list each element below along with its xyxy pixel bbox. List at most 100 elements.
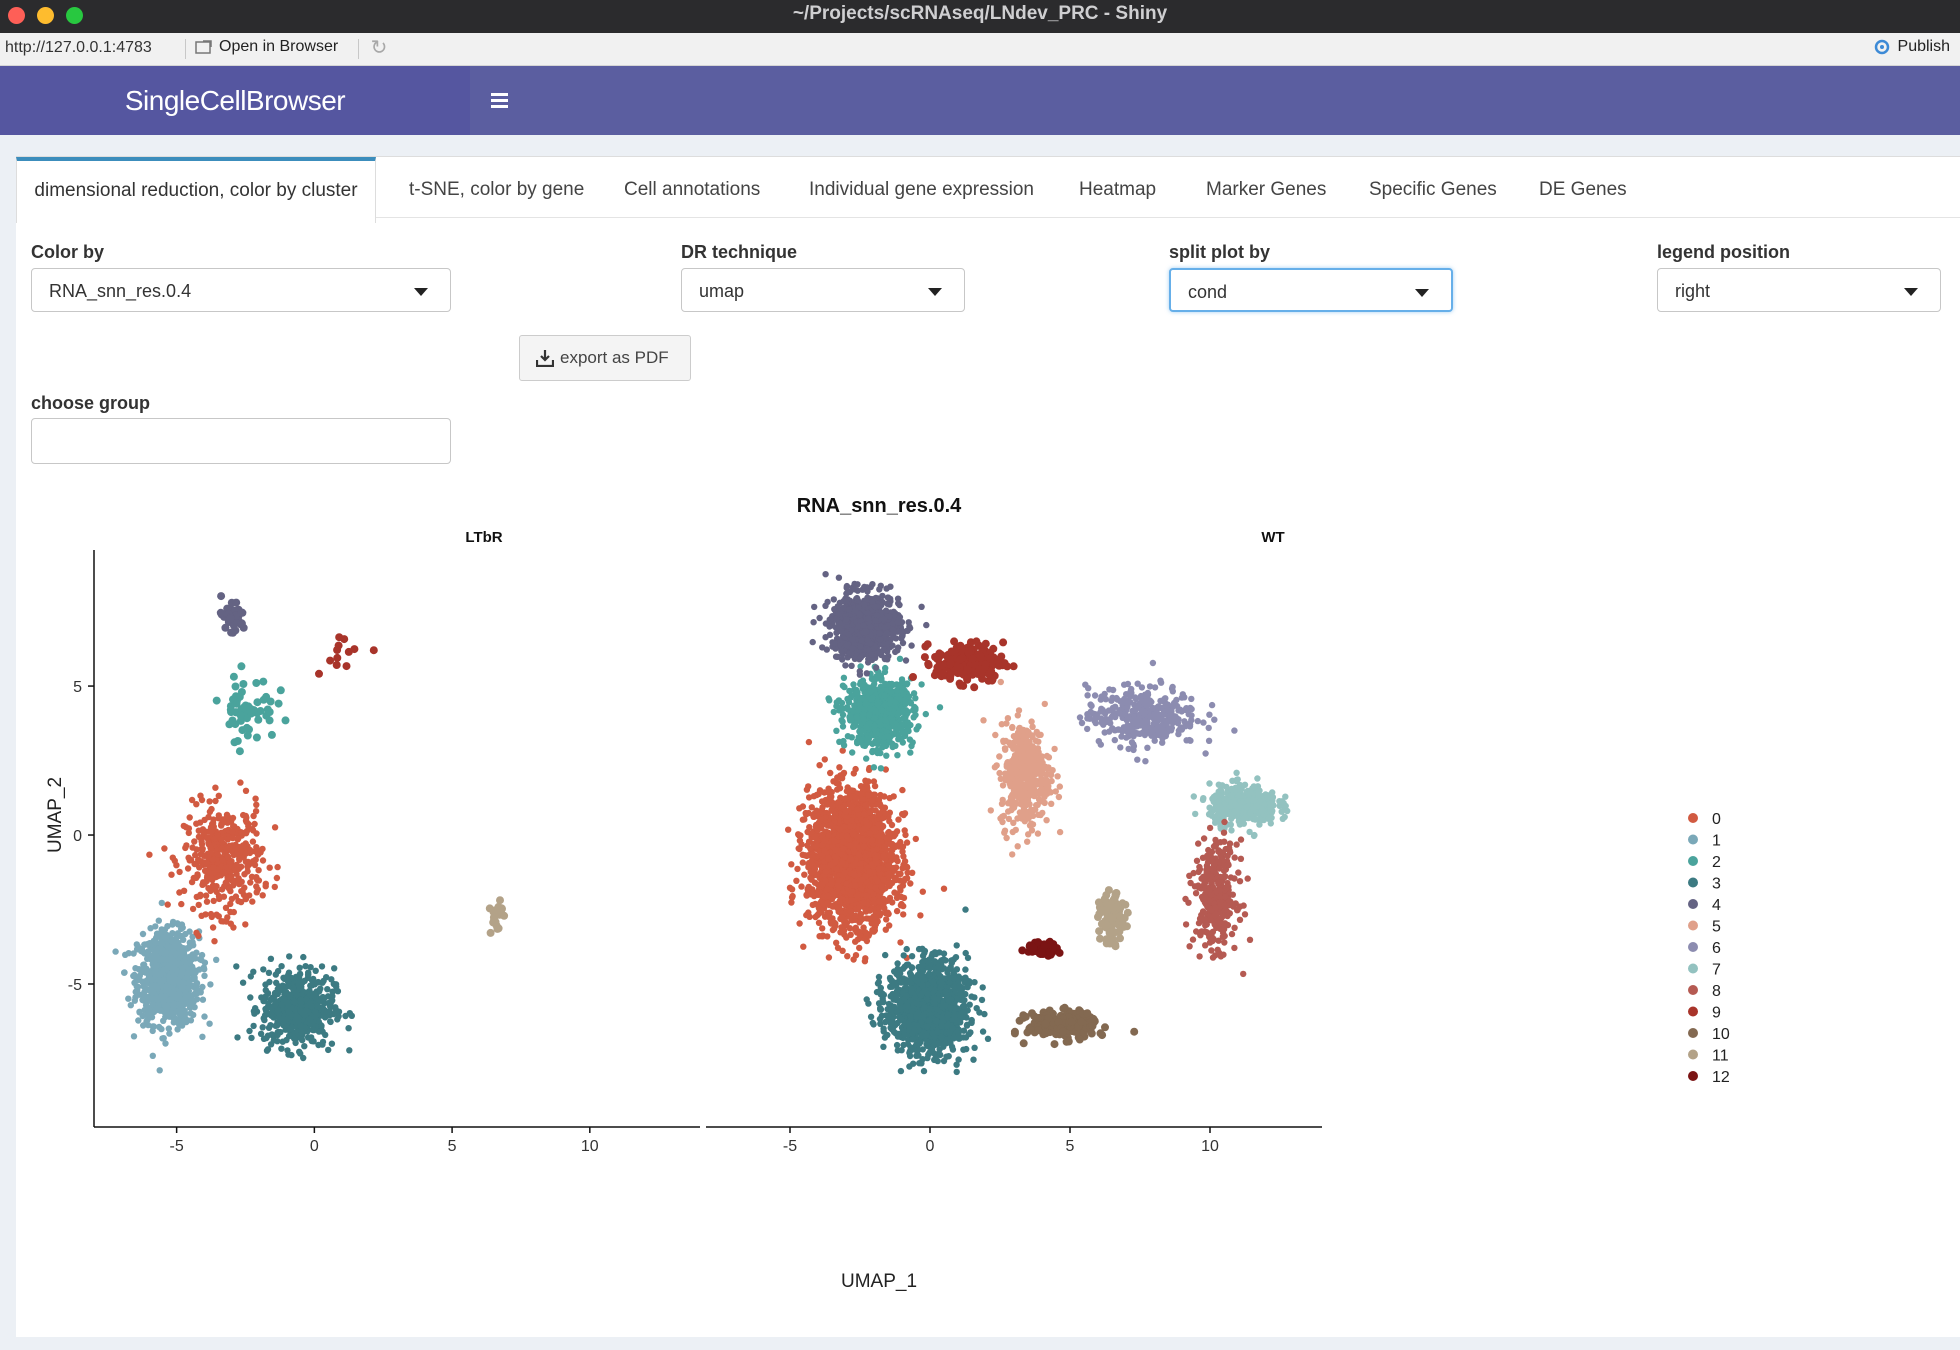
color-by-select[interactable]: RNA_snn_res.0.4 [31,268,451,312]
scatter-point [886,872,894,880]
scatter-point [867,809,874,816]
scatter-point [207,844,214,851]
refresh-icon[interactable]: ↻ [370,37,388,59]
scatter-point [830,708,837,716]
cluster-11-points [485,896,509,937]
tab-de-genes[interactable]: DE Genes [1539,179,1627,200]
scatter-point [178,900,185,908]
tab-tsne-gene[interactable]: t-SNE, color by gene [409,179,585,200]
scatter-point [224,853,232,861]
scatter-point [242,830,250,837]
scatter-point [254,715,263,724]
export-pdf-button[interactable]: export as PDF [519,335,691,381]
tab-cell-annotations[interactable]: Cell annotations [624,179,761,200]
minimize-icon[interactable] [37,7,54,24]
sidebar-toggle[interactable] [490,86,510,114]
scatter-point [152,923,159,930]
scatter-point [273,874,281,882]
app-brand[interactable]: SingleCellBrowser [0,66,470,135]
scatter-point [883,752,890,759]
panel-strip-wt: WT [1261,529,1284,546]
scatter-point [314,979,321,986]
scatter-point [345,1025,352,1032]
scatter-point [254,851,262,858]
scatter-point [318,1022,325,1029]
scatter-point [814,827,821,834]
scatter-point [817,816,824,823]
scatter-point [874,801,881,808]
url-text[interactable]: http://127.0.0.1:4783 [5,39,152,56]
scatter-point [135,1017,142,1024]
scatter-point [170,1019,177,1026]
scatter-point [247,879,254,886]
zoom-icon[interactable] [66,7,83,24]
scatter-point [274,699,283,708]
scatter-point [285,1051,292,1058]
scatter-point [853,714,860,721]
scatter-point [227,628,236,637]
open-in-browser-button[interactable]: Open in Browser [195,38,338,56]
scatter-point [893,894,901,901]
scatter-point [212,784,219,791]
scatter-point [896,655,904,662]
scatter-point [880,852,887,860]
scatter-point [156,1067,163,1074]
scatter-point [141,988,148,996]
scatter-point [861,825,868,832]
scatter-point [296,971,304,978]
scatter-point [788,894,796,901]
scatter-point [320,999,328,1006]
close-icon[interactable] [8,7,25,24]
scatter-point [268,1031,276,1038]
scatter-point [865,735,873,742]
scatter-point [233,963,240,970]
scatter-point [909,869,916,876]
scatter-point [901,827,908,834]
scatter-point [328,976,335,983]
scatter-point [242,787,250,794]
scatter-point [215,792,222,799]
scatter-point [885,862,892,869]
scatter-point [902,729,910,736]
scatter-point [811,833,819,841]
scatter-point [880,876,887,883]
scatter-point [918,681,925,688]
scatter-point [206,869,214,876]
scatter-point [852,882,859,890]
scatter-point [881,793,888,800]
scatter-point [859,876,866,883]
tab-specific-genes[interactable]: Specific Genes [1369,179,1497,200]
scatter-point [824,892,831,900]
scatter-point [329,993,336,1000]
publish-button[interactable]: Publish [1872,38,1950,56]
scatter-point [300,1054,307,1062]
legend-position-select[interactable]: right [1657,268,1941,312]
scatter-point [267,730,276,739]
split-plot-by-select[interactable]: cond [1169,268,1453,312]
scatter-point [214,851,221,858]
scatter-point [297,1008,305,1015]
scatter-point [265,1003,272,1010]
scatter-point [923,621,930,629]
choose-group-input[interactable] [31,418,451,464]
dr-technique-select[interactable]: umap [681,268,965,312]
publish-icon [1874,39,1889,55]
viewer-toolbar: http://127.0.0.1:4783 Open in Browser ↻ … [0,33,1960,66]
tab-dimensional-reduction[interactable]: dimensional reduction, color by cluster [16,157,376,223]
scatter-point [196,966,203,973]
tab-marker-genes[interactable]: Marker Genes [1206,179,1327,200]
scatter-point [847,714,855,721]
scatter-point [174,1026,181,1033]
tab-panel: dimensional reduction, color by cluster … [16,156,1960,1337]
scatter-point [197,851,205,858]
tab-heatmap[interactable]: Heatmap [1079,179,1157,200]
scatter-point [166,1030,173,1037]
scatter-point [193,996,201,1003]
window-controls[interactable] [8,7,83,24]
scatter-point [889,718,896,726]
cluster-2-points [825,655,944,772]
scatter-point [308,982,316,989]
scatter-point [195,932,202,939]
tab-individual-gene-expression[interactable]: Individual gene expression [809,179,1034,200]
scatter-point [305,971,312,978]
